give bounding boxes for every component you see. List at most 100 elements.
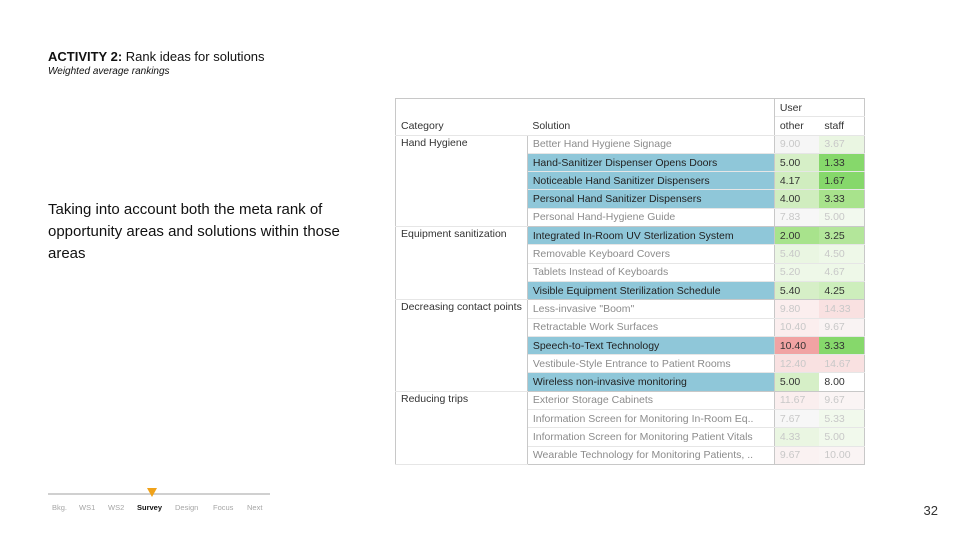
body-text: Taking into account both the meta rank o…: [48, 201, 340, 262]
table-row: Hand Hygiene Better Hand Hygiene Signage 9…: [395, 135, 865, 228]
solution-cell: Vestibule-Style Entrance to Patient Room…: [527, 354, 775, 374]
solution-cell: Information Screen for Monitoring In-Roo…: [527, 409, 775, 429]
staff-value-cell: 4.25: [819, 281, 865, 301]
solution-cell: Exterior Storage Cabinets: [527, 391, 775, 411]
staff-value-cell: 14.33: [819, 299, 865, 319]
other-value-cell: 4.33: [774, 427, 820, 447]
solution-cell: Information Screen for Monitoring Patien…: [527, 427, 775, 447]
staff-column-header: staff: [819, 116, 865, 136]
solution-cell: Personal Hand Sanitizer Dispensers: [527, 189, 775, 209]
solution-cell: Integrated In-Room UV Sterlization Syste…: [527, 226, 775, 246]
slide-subtitle: Weighted average rankings: [48, 66, 170, 77]
table-row: Removable Keyboard Covers 5.40 4.50: [396, 244, 865, 264]
table-row: Decreasing contact points Less-invasive "…: [395, 299, 865, 392]
solution-cell: Better Hand Hygiene Signage: [527, 135, 775, 154]
nav-item-bkg[interactable]: Bkg.: [52, 503, 68, 512]
current-section-marker-icon: [147, 488, 157, 497]
solution-cell: Speech-to-Text Technology: [527, 336, 775, 356]
solution-cell: Personal Hand-Hygiene Guide: [527, 208, 775, 228]
nav-item-survey[interactable]: Survey: [137, 503, 163, 512]
staff-value-cell: 1.33: [819, 153, 865, 173]
nav-item-focus[interactable]: Focus: [213, 503, 234, 512]
solution-cell: Noticeable Hand Sanitizer Dispensers: [527, 171, 775, 191]
table-row: Speech-to-Text Technology 10.40 3.33: [396, 336, 865, 356]
table-row: Wireless non-invasive monitoring 5.00 8.00: [396, 372, 865, 392]
header-spacer-solution: [527, 98, 775, 117]
other-value-cell: 4.17: [774, 171, 820, 191]
title-block: ACTIVITY 2: Rank ideas for solutions Wei…: [48, 49, 265, 77]
slide-number: 32: [923, 503, 938, 518]
table-row: Vestibule-Style Entrance to Patient Room…: [396, 354, 865, 374]
table-row: Equipment sanitization Integrated In-Room…: [395, 226, 865, 301]
progress-nav: Bkg. WS1 WS2 Survey Design Focus Next: [48, 484, 270, 524]
staff-value-cell: 3.67: [819, 135, 865, 154]
staff-value-cell: 9.67: [819, 318, 865, 337]
staff-value-cell: 5.00: [819, 427, 865, 447]
staff-value-cell: 14.67: [819, 354, 865, 374]
other-value-cell: 4.00: [774, 189, 820, 209]
other-value-cell: 12.40: [774, 354, 820, 374]
activity-title: Rank ideas for solutions: [122, 49, 265, 64]
other-value-cell: 7.67: [774, 409, 820, 429]
category-cell: Reducing trips: [395, 391, 528, 465]
table-row: Reducing trips Exterior Storage Cabinets 1…: [395, 391, 865, 465]
ranking-table: User Category Solution other staff Hand …: [395, 98, 865, 465]
other-value-cell: 11.67: [774, 391, 820, 411]
other-value-cell: 5.00: [774, 153, 820, 173]
table-row: Personal Hand-Hygiene Guide 7.83 5.00: [396, 208, 865, 228]
progress-line: [48, 493, 270, 495]
staff-value-cell: 5.33: [819, 409, 865, 429]
other-value-cell: 5.00: [774, 372, 820, 392]
table-row: Retractable Work Surfaces 10.40 9.67: [396, 318, 865, 337]
other-value-cell: 9.80: [774, 299, 820, 319]
table-row: Tablets Instead of Keyboards 5.20 4.67: [396, 263, 865, 282]
solution-cell: Less-invasive "Boom": [527, 299, 775, 319]
nav-item-ws2[interactable]: WS2: [108, 503, 125, 512]
category-column-header: Category: [395, 116, 528, 136]
staff-value-cell: 8.00: [819, 372, 865, 392]
table-row: Noticeable Hand Sanitizer Dispensers 4.17…: [396, 171, 865, 191]
user-group-header: User: [774, 98, 865, 118]
other-value-cell: 10.40: [774, 318, 820, 337]
other-value-cell: 9.67: [774, 446, 820, 465]
nav-item-next[interactable]: Next: [247, 503, 263, 512]
nav-item-design[interactable]: Design: [175, 503, 199, 512]
solution-cell: Wireless non-invasive monitoring: [527, 372, 775, 392]
table-row: Information Screen for Monitoring Patien…: [396, 427, 865, 447]
other-value-cell: 5.20: [774, 263, 820, 282]
other-value-cell: 5.40: [774, 244, 820, 264]
category-cell: Equipment sanitization: [395, 226, 528, 301]
solution-cell: Wearable Technology for Monitoring Patie…: [527, 446, 775, 465]
header-spacer-category: [396, 99, 528, 117]
table-row: Hand-Sanitizer Dispenser Opens Doors 5.00…: [396, 153, 865, 173]
staff-value-cell: 1.67: [819, 171, 865, 191]
other-value-cell: 2.00: [774, 226, 820, 246]
category-cell: Decreasing contact points: [395, 299, 528, 392]
solution-cell: Retractable Work Surfaces: [527, 318, 775, 337]
solution-cell: Removable Keyboard Covers: [527, 244, 775, 264]
solution-column-header: Solution: [527, 116, 775, 136]
table-row: Information Screen for Monitoring In-Roo…: [396, 409, 865, 429]
staff-value-cell: 4.67: [819, 263, 865, 282]
staff-value-cell: 3.33: [819, 189, 865, 209]
staff-value-cell: 9.67: [819, 391, 865, 411]
category-cell: Hand Hygiene: [395, 135, 528, 228]
other-column-header: other: [774, 116, 820, 136]
activity-label: ACTIVITY 2:: [48, 49, 123, 64]
staff-value-cell: 3.33: [819, 336, 865, 356]
table-row: Wearable Technology for Monitoring Patie…: [396, 446, 865, 465]
staff-value-cell: 5.00: [819, 208, 865, 228]
slide-title: ACTIVITY 2: Rank ideas for solutions: [48, 49, 265, 64]
nav-item-ws1[interactable]: WS1: [79, 503, 96, 512]
other-value-cell: 10.40: [774, 336, 820, 356]
solution-cell: Visible Equipment Sterilization Schedule: [527, 281, 775, 301]
other-value-cell: 5.40: [774, 281, 820, 301]
table-row: Visible Equipment Sterilization Schedule…: [396, 281, 865, 301]
solution-cell: Hand-Sanitizer Dispenser Opens Doors: [527, 153, 775, 173]
staff-value-cell: 3.25: [819, 226, 865, 246]
other-value-cell: 7.83: [774, 208, 820, 228]
table-row: Personal Hand Sanitizer Dispensers 4.00 3.…: [396, 189, 865, 209]
staff-value-cell: 10.00: [819, 446, 865, 465]
solution-cell: Tablets Instead of Keyboards: [527, 263, 775, 282]
other-value-cell: 9.00: [774, 135, 820, 154]
